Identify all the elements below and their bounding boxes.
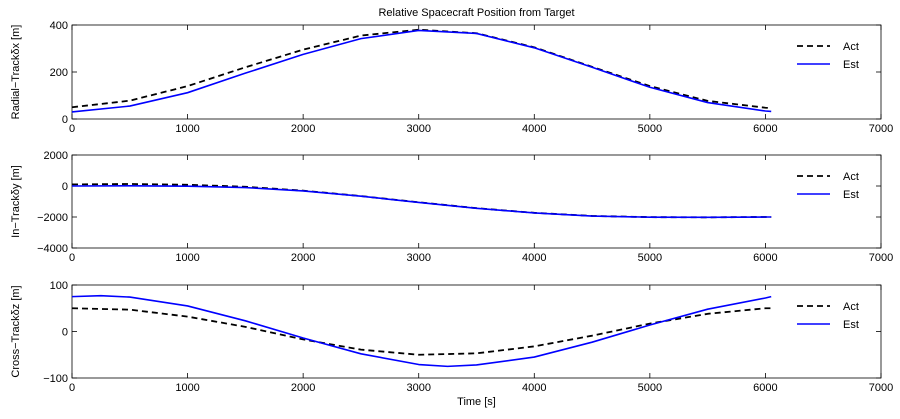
series-line-est: [71, 294, 772, 368]
y-tick-label: 0: [62, 114, 68, 126]
x-axis-label: Time [s]: [457, 396, 496, 408]
x-tick-label: 6000: [753, 252, 777, 264]
x-tick-label: 5000: [638, 382, 662, 394]
series-line-act: [71, 307, 772, 356]
x-tick-label: 0: [69, 382, 75, 394]
x-tick-label: 6000: [753, 123, 777, 135]
y-tick-label: 400: [50, 20, 68, 32]
series-line-act: [71, 28, 772, 110]
x-tick-label: 1000: [175, 123, 199, 135]
x-tick-label: 6000: [753, 382, 777, 394]
x-tick-label: 2000: [291, 382, 315, 394]
x-tick-label: 3000: [406, 382, 430, 394]
y-tick-label: 0: [62, 181, 68, 193]
x-tick-label: 1000: [175, 382, 199, 394]
x-tick-label: 2000: [291, 123, 315, 135]
legend-label-est: Est: [843, 189, 859, 201]
chart-panels: 0 1000 2000 3000 4000 5000 6000 70000200400Rela…: [10, 7, 893, 408]
series-line-est: [71, 29, 772, 113]
legend-label-est: Est: [843, 59, 859, 71]
x-tick-label: 3000: [406, 123, 430, 135]
x-tick-label: 5000: [638, 252, 662, 264]
legend-label-act: Act: [843, 301, 859, 313]
legend-label-est: Est: [843, 319, 859, 331]
y-tick-label: 100: [50, 280, 68, 292]
x-tick-label: 7000: [869, 252, 893, 264]
chart-panel-3: 0 1000 2000 3000 4000 5000 6000 70001000−100Cro…: [10, 280, 893, 408]
x-tick-label: 1000: [175, 252, 199, 264]
x-tick-label: 7000: [869, 382, 893, 394]
y-tick-label: 2000: [44, 150, 68, 162]
x-tick-label: 3000: [406, 252, 430, 264]
chart-panel-1: 0 1000 2000 3000 4000 5000 6000 7000 0 200 400 Rela…: [10, 7, 893, 135]
y-tick-label: −2000: [37, 212, 68, 224]
x-tick-label: 7000: [869, 123, 893, 135]
y-tick-label: 200: [50, 67, 68, 79]
series-line-act: [71, 183, 772, 219]
y-tick-label: −4000: [37, 243, 68, 255]
series-line-est: [71, 185, 772, 219]
legend-label-act: Act: [843, 41, 859, 53]
y-axis-label: In−Trackδy [m]: [10, 165, 22, 238]
x-tick-label: 2000: [291, 252, 315, 264]
legend-label-act: Act: [843, 171, 859, 183]
chart-panel-2: 0 1000 2000 3000 4000 5000 6000 7000 2000 0 −2000 −…: [10, 150, 893, 264]
x-tick-label: 0: [69, 252, 75, 264]
y-axis-label: Radial−Trackδx [m]: [10, 25, 22, 120]
x-tick-label: 4000: [522, 252, 546, 264]
x-tick-label: 4000: [522, 123, 546, 135]
x-tick-label: 0: [69, 123, 75, 135]
chart-title: Relative Spacecraft Position from Target: [378, 7, 574, 19]
y-tick-label: 0: [62, 327, 68, 339]
axes-frame: [71, 154, 882, 249]
x-tick-label: 5000: [638, 123, 662, 135]
y-axis-label: Cross−Trackδz [m]: [10, 285, 22, 377]
axes-frame: [71, 24, 882, 120]
x-tick-label: 4000: [522, 382, 546, 394]
y-tick-label: −100: [43, 373, 68, 385]
